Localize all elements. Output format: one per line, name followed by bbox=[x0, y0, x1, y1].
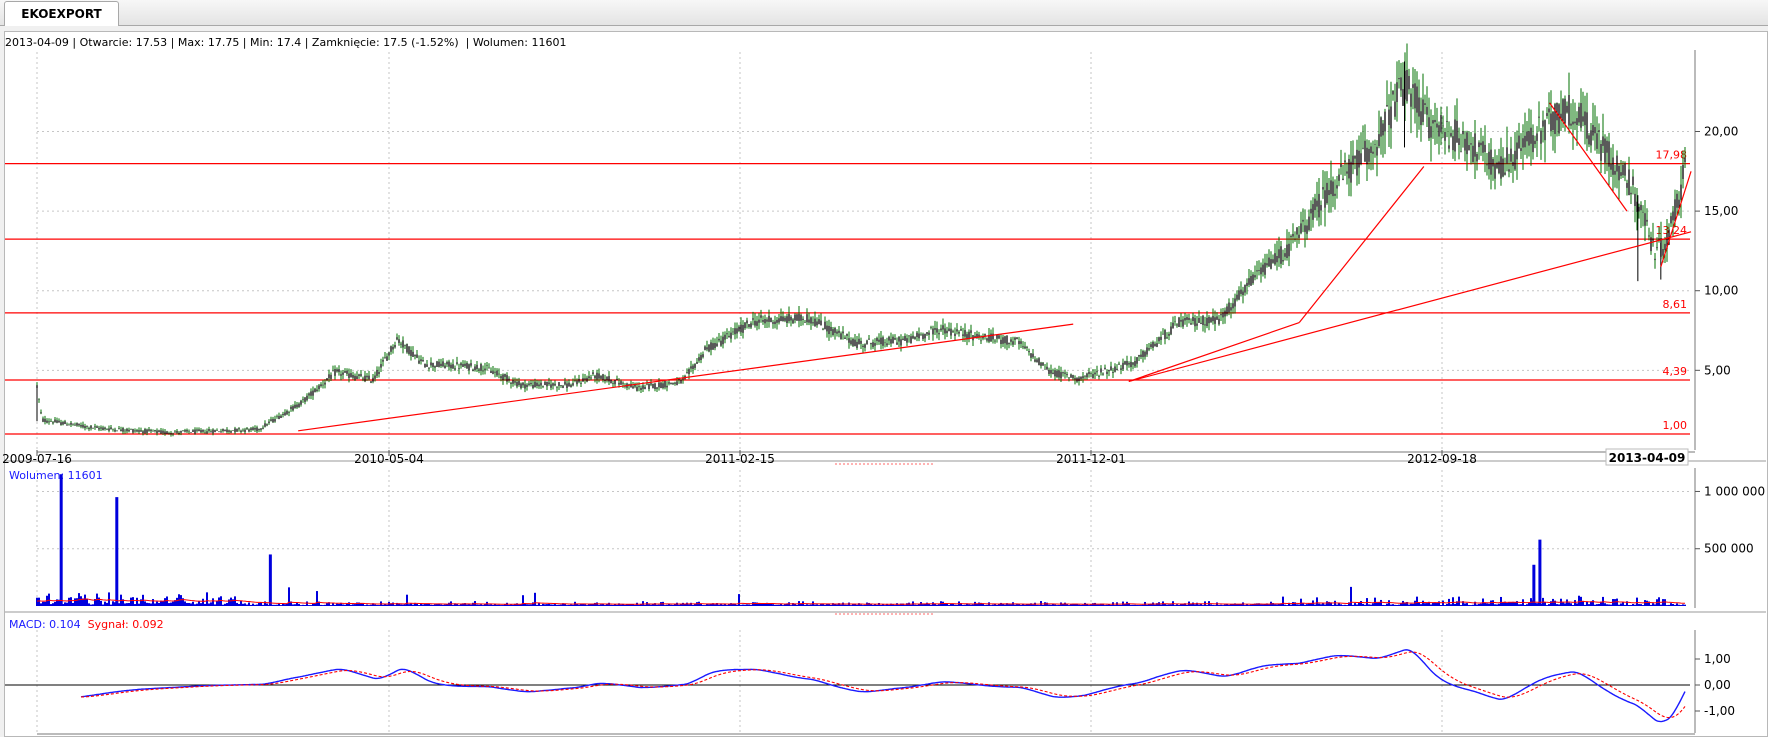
trend-line bbox=[1660, 171, 1692, 268]
tab-bar: EKOEXPORT bbox=[0, 0, 1768, 26]
y-tick-label: 20,00 bbox=[1704, 125, 1738, 139]
y-tick-label: 5,00 bbox=[1704, 363, 1731, 377]
trend-line bbox=[298, 323, 1074, 432]
level-label: 17,98 bbox=[1656, 149, 1688, 162]
macd-legend: MACD: 0.104 Sygnał: 0.092 bbox=[9, 618, 164, 631]
tab-ekoexport[interactable]: EKOEXPORT bbox=[4, 1, 119, 26]
y-tick-label: -1,00 bbox=[1704, 704, 1735, 718]
trend-line bbox=[1549, 102, 1628, 212]
signal-line bbox=[80, 651, 1686, 719]
last-date-label: 2013-04-09 bbox=[1609, 451, 1686, 465]
volume-label: Wolumen: 11601 bbox=[9, 469, 103, 482]
signal-label: Sygnał: 0.092 bbox=[87, 618, 164, 631]
ohlc-info: 2013-04-09 | Otwarcie: 17.53 | Max: 17.7… bbox=[5, 36, 567, 49]
level-label: 8,61 bbox=[1663, 298, 1688, 311]
macd-line bbox=[80, 649, 1686, 723]
last-date-box bbox=[1605, 448, 1689, 466]
x-tick-label: 2011-12-01 bbox=[1056, 452, 1126, 466]
level-label: 4,39 bbox=[1663, 365, 1688, 378]
x-tick-label: 2010-05-04 bbox=[354, 452, 424, 466]
y-tick-label: 1,00 bbox=[1704, 652, 1731, 666]
y-tick-label: 500 000 bbox=[1704, 542, 1754, 556]
x-tick-label: 2012-09-18 bbox=[1407, 452, 1477, 466]
volume-bars bbox=[36, 474, 1686, 606]
trend-line bbox=[1128, 231, 1692, 383]
trend-line bbox=[1298, 166, 1425, 323]
level-label: 1,00 bbox=[1663, 419, 1688, 432]
y-tick-label: 0,00 bbox=[1704, 678, 1731, 692]
level-label: 13,24 bbox=[1656, 224, 1688, 237]
x-tick-label: 2009-07-16 bbox=[2, 452, 72, 466]
y-tick-label: 10,00 bbox=[1704, 284, 1738, 298]
candles bbox=[36, 43, 1686, 437]
trend-line bbox=[1128, 321, 1300, 383]
y-tick-label: 1 000 000 bbox=[1704, 484, 1765, 498]
volume-average-line bbox=[36, 598, 1686, 605]
macd-label: MACD: 0.104 bbox=[9, 618, 81, 631]
y-tick-label: 15,00 bbox=[1704, 204, 1738, 218]
x-tick-label: 2011-02-15 bbox=[705, 452, 775, 466]
